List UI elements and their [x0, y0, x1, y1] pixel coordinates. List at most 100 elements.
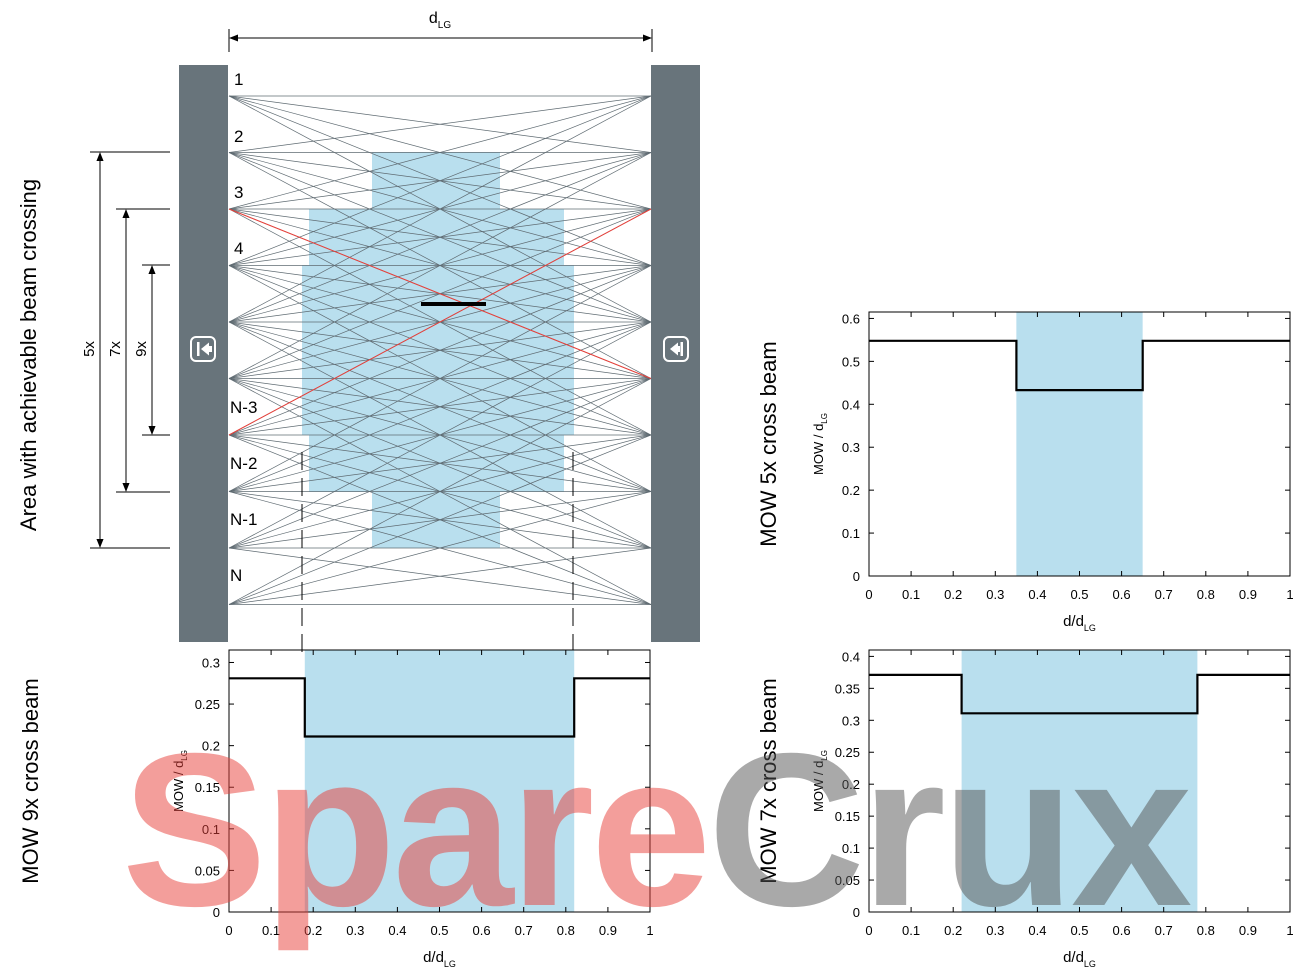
- x-tick-label: 0.8: [1197, 587, 1215, 602]
- y-axis-label: MOW / dLG: [171, 750, 189, 812]
- x-tick-label: 0.5: [430, 923, 448, 938]
- x-tick-label: 0.9: [599, 923, 617, 938]
- y-tick-label: 0.1: [842, 841, 860, 856]
- beam-line: [228, 95, 652, 323]
- beam-label: N-3: [230, 398, 257, 417]
- y-tick-label: 0.1: [202, 822, 220, 837]
- beam-line: [228, 265, 652, 492]
- beam-line: [228, 95, 652, 153]
- x-tick-label: 0.4: [388, 923, 406, 938]
- y-tick-label: 0.25: [195, 697, 220, 712]
- y-tick-label: 0.3: [202, 655, 220, 670]
- x-tick-label: 0.8: [1197, 923, 1215, 938]
- x-tick-label: 0.2: [304, 923, 322, 938]
- x-tick-label: 0.2: [944, 587, 962, 602]
- y-tick-label: 0.6: [842, 311, 860, 326]
- x-tick-label: 0: [865, 587, 872, 602]
- beam-label: 2: [234, 127, 243, 146]
- y-tick-label: 0.05: [835, 873, 860, 888]
- x-tick-label: 0: [865, 923, 872, 938]
- y-tick-label: 0.05: [195, 863, 220, 878]
- beam-line: [228, 547, 652, 605]
- x-tick-label: 0.4: [1028, 587, 1046, 602]
- cross-beam-line: [228, 208, 652, 379]
- x-tick-label: 0.7: [515, 923, 533, 938]
- y-tick-label: 0.25: [835, 745, 860, 760]
- beam-line: [228, 152, 652, 323]
- beam-label: N-2: [230, 454, 257, 473]
- y-tick-label: 0.3: [842, 713, 860, 728]
- beam-label: N: [230, 566, 242, 585]
- y-tick-label: 0.15: [195, 780, 220, 795]
- receiver-arrow-icon: [663, 336, 689, 362]
- y-tick-label: 0.3: [842, 440, 860, 455]
- beam-line: [228, 491, 652, 605]
- sender-arrow-icon: [190, 336, 216, 362]
- x-tick-label: 0.4: [1028, 923, 1046, 938]
- x-tick-label: 1: [1286, 923, 1293, 938]
- beam-network: [228, 95, 652, 605]
- highlight-band: [961, 650, 1198, 912]
- x-tick-label: 1: [1286, 587, 1293, 602]
- beam-label: N-1: [230, 510, 257, 529]
- y-tick-label: 0: [213, 905, 220, 920]
- x-tick-label: 0.6: [473, 923, 491, 938]
- x-tick-label: 0: [225, 923, 232, 938]
- beam-label: 1: [234, 70, 243, 89]
- cross-beam-lines: [228, 208, 652, 436]
- bracket-label-5x: 5x: [81, 341, 98, 357]
- chart-mow-9x: 0 0.1 0.2 0.3 0.4 0.5 0.6 0.7 0.8 0.9 1 0 0.05 0.1 0.1…: [18, 649, 654, 969]
- chart-title: MOW 5x cross beam: [756, 341, 781, 546]
- x-tick-label: 0.8: [557, 923, 575, 938]
- x-tick-label: 0.1: [902, 587, 920, 602]
- resolution-brackets: 5x 7x 9x: [81, 151, 170, 549]
- highlight-band: [304, 650, 575, 912]
- x-axis-label: d/dLG: [423, 949, 456, 969]
- y-tick-label: 0: [853, 905, 860, 920]
- x-tick-label: 0.3: [346, 923, 364, 938]
- y-tick-label: 0.1: [842, 526, 860, 541]
- bracket-label-9x: 9x: [133, 341, 150, 357]
- x-tick-label: 0.5: [1070, 923, 1088, 938]
- beam-label: 4: [234, 239, 243, 258]
- beam-label: 3: [234, 183, 243, 202]
- y-tick-label: 0.4: [842, 649, 860, 664]
- chart-mow-5x: 0 0.1 0.2 0.3 0.4 0.5 0.6 0.7 0.8 0.9 1 0 0.1 0.2 0.3 0…: [756, 311, 1294, 633]
- mow-step-line: [869, 339, 1290, 392]
- beam-line: [228, 434, 652, 605]
- x-tick-label: 0.7: [1155, 923, 1173, 938]
- width-dimension: dLG: [228, 10, 653, 52]
- x-tick-label: 1: [646, 923, 653, 938]
- x-tick-label: 0.6: [1113, 923, 1131, 938]
- bracket-label-7x: 7x: [107, 341, 124, 357]
- area-title: Area with achievable beam crossing: [16, 179, 41, 531]
- highlight-band: [1016, 312, 1143, 576]
- beam-line: [228, 152, 652, 379]
- cross-beam-line: [228, 208, 652, 436]
- x-tick-label: 0.9: [1239, 923, 1257, 938]
- beam-line: [228, 265, 652, 436]
- chart-title: MOW 9x cross beam: [18, 678, 43, 883]
- x-tick-label: 0.7: [1155, 587, 1173, 602]
- y-tick-label: 0.2: [202, 739, 220, 754]
- x-tick-label: 0.1: [262, 923, 280, 938]
- x-tick-label: 0.6: [1113, 587, 1131, 602]
- chart-title: MOW 7x cross beam: [756, 678, 781, 883]
- y-tick-label: 0.15: [835, 809, 860, 824]
- y-tick-label: 0.2: [842, 483, 860, 498]
- light-grid-diagram: 1 2 3 4 N-3 N-2 N-1 N dLG 5x 7x 9x: [16, 10, 700, 652]
- beam-line: [228, 378, 652, 605]
- y-tick-label: 0.2: [842, 777, 860, 792]
- y-axis-label: MOW / dLG: [811, 750, 829, 812]
- beam-line: [228, 321, 652, 549]
- watermark-logo: SpareCrux: [122, 709, 1191, 952]
- x-axis-label: d/dLG: [1063, 613, 1096, 633]
- x-axis-label: d/dLG: [1063, 949, 1096, 969]
- x-tick-label: 0.2: [944, 923, 962, 938]
- y-tick-label: 0.5: [842, 354, 860, 369]
- x-tick-label: 0.3: [986, 587, 1004, 602]
- beam-line: [228, 378, 652, 549]
- sender-post: [179, 65, 228, 642]
- y-axis-label: MOW / dLG: [811, 413, 829, 475]
